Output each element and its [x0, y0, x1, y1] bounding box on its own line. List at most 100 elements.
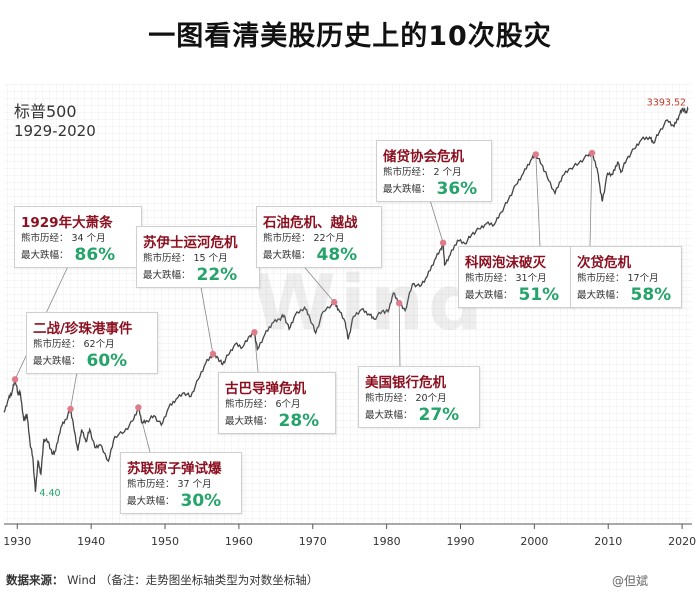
leader-line	[429, 199, 444, 243]
duration-label: 熊市历经：	[383, 167, 431, 178]
author-credit: @但斌	[612, 574, 649, 588]
drop-value: 30%	[180, 491, 222, 511]
drop-value: 48%	[316, 245, 358, 265]
duration-label: 熊市历经：	[465, 273, 513, 284]
drop-label: 最大跌幅：	[577, 290, 625, 301]
x-axis-ticks: 1930 1940 1950 1960 1970 1980 1990 2000 2010 2020	[3, 524, 696, 548]
duration-value: 15 个月	[193, 253, 228, 264]
duration-label: 熊市历经：	[365, 393, 413, 404]
event-marker	[439, 239, 447, 246]
sp500-price-line	[3, 105, 689, 492]
page-title: 一图看清美股历史上的10次股灾	[148, 21, 552, 52]
drop-label: 最大跌幅：	[465, 290, 513, 301]
crisis-box-suez-crisis: 苏伊士运河危机 熊市历经： 15 个月 最大跌幅： 22%	[136, 226, 260, 288]
duration-value: 2 个月	[433, 167, 462, 178]
drop-value: 22%	[196, 265, 238, 285]
drop-label: 最大跌幅：	[33, 356, 81, 367]
leader-line	[535, 154, 541, 247]
crisis-title: 美国银行危机	[365, 375, 446, 391]
duration-value: 22个月	[313, 233, 345, 244]
duration-value: 37 个月	[177, 479, 212, 490]
event-marker	[251, 329, 258, 336]
drop-label: 最大跌幅：	[21, 250, 69, 261]
leader-line	[199, 281, 214, 355]
source-value: Wind	[67, 573, 97, 587]
event-marker	[135, 404, 142, 411]
watermark-text: Wind	[252, 258, 487, 347]
max-value-label: 3393.52	[647, 97, 686, 108]
leader-line	[299, 261, 335, 303]
crisis-box-great-depression: 1929年大萧条 熊市历经： 34 个月 最大跌幅： 86%	[14, 206, 142, 268]
x-tick-label: 2020	[668, 535, 696, 548]
drop-value: 60%	[86, 351, 128, 371]
data-source-note: 数据来源： Wind （备注：走势图坐标轴类型为对数坐标轴）	[6, 572, 318, 588]
crisis-box-soviet-atomic-test: 苏联原子弹试爆 熊市历经： 37 个月 最大跌幅： 30%	[120, 452, 242, 514]
duration-value: 6个月	[275, 399, 301, 410]
x-tick-label: 1970	[299, 535, 327, 548]
source-remark: （备注：走势图坐标轴类型为对数坐标轴）	[99, 573, 319, 587]
drop-value: 36%	[436, 179, 478, 199]
crisis-title: 石油危机、越战	[263, 215, 358, 231]
drop-label: 最大跌幅：	[225, 416, 273, 427]
x-tick-label: 1990	[446, 535, 474, 548]
leader-line	[589, 152, 593, 247]
crisis-box-ww2-pearl-harbor: 二战/珍珠港事件 熊市历经： 62个月 最大跌幅： 60%	[26, 312, 158, 374]
range-label: 1929-2020	[14, 122, 96, 140]
drop-value: 28%	[278, 411, 320, 431]
drop-value: 86%	[74, 245, 116, 265]
crisis-box-dotcom-bubble: 科网泡沫破灭 熊市历经： 31个月 最大跌幅： 51%	[458, 246, 574, 308]
drop-label: 最大跌幅：	[383, 184, 431, 195]
source-label: 数据来源：	[6, 573, 64, 587]
event-marker	[209, 350, 217, 358]
crisis-box-us-bank-crisis: 美国银行危机 熊市历经： 20个月 最大跌幅： 27%	[358, 366, 480, 428]
crisis-title: 次贷危机	[577, 255, 631, 271]
duration-label: 熊市历经：	[143, 253, 191, 264]
crisis-title: 苏联原子弹试爆	[127, 461, 222, 477]
drop-label: 最大跌幅：	[127, 496, 175, 507]
duration-value: 17个月	[627, 273, 659, 284]
crisis-title: 古巴导弹危机	[225, 381, 306, 397]
duration-value: 31个月	[515, 273, 547, 284]
duration-label: 熊市历经：	[127, 479, 175, 490]
crisis-box-subprime: 次贷危机 熊市历经： 17个月 最大跌幅： 58%	[570, 246, 682, 308]
x-tick-label: 2010	[594, 535, 622, 548]
drop-label: 最大跌幅：	[263, 250, 311, 261]
crisis-title: 科网泡沫破灭	[465, 255, 546, 271]
event-marker	[396, 299, 403, 307]
min-value-label: 4.40	[39, 488, 60, 499]
crisis-title: 1929年大萧条	[21, 215, 113, 231]
crisis-title: 二战/珍珠港事件	[33, 321, 133, 337]
event-markers	[11, 149, 596, 413]
x-tick-label: 2000	[520, 535, 548, 548]
duration-value: 62个月	[83, 339, 115, 350]
event-marker	[11, 376, 19, 383]
x-tick-label: 1960	[225, 535, 253, 548]
crisis-box-oil-crisis-vietnam: 石油危机、越战 熊市历经： 22个月 最大跌幅： 48%	[256, 206, 382, 268]
drop-label: 最大跌幅：	[365, 410, 413, 421]
crisis-title: 储贷协会危机	[383, 149, 464, 165]
duration-label: 熊市历经：	[263, 233, 311, 244]
drop-value: 51%	[518, 285, 560, 305]
crisis-box-cuban-missile: 古巴导弹危机 熊市历经： 6个月 最大跌幅： 28%	[218, 372, 336, 434]
leader-line	[398, 303, 401, 367]
drop-value: 27%	[418, 405, 460, 425]
drop-value: 58%	[630, 285, 672, 305]
drop-label: 最大跌幅：	[143, 270, 191, 281]
crisis-box-savings-loan: 储贷协会危机 熊市历经： 2 个月 最大跌幅： 36%	[376, 140, 492, 202]
x-tick-label: 1930	[3, 535, 31, 548]
event-marker	[532, 151, 539, 158]
series-label: 标普500	[14, 102, 77, 121]
duration-label: 熊市历经：	[33, 339, 81, 350]
x-tick-label: 1980	[373, 535, 401, 548]
duration-value: 20个月	[415, 393, 447, 404]
event-marker	[67, 405, 74, 413]
x-tick-label: 1950	[151, 535, 179, 548]
event-marker	[588, 149, 596, 157]
duration-label: 熊市历经：	[225, 399, 273, 410]
x-tick-label: 1940	[77, 535, 105, 548]
crisis-title: 苏伊士运河危机	[143, 235, 238, 251]
event-marker	[331, 298, 338, 306]
duration-value: 34 个月	[71, 233, 106, 244]
duration-label: 熊市历经：	[577, 273, 625, 284]
duration-label: 熊市历经：	[21, 233, 69, 244]
